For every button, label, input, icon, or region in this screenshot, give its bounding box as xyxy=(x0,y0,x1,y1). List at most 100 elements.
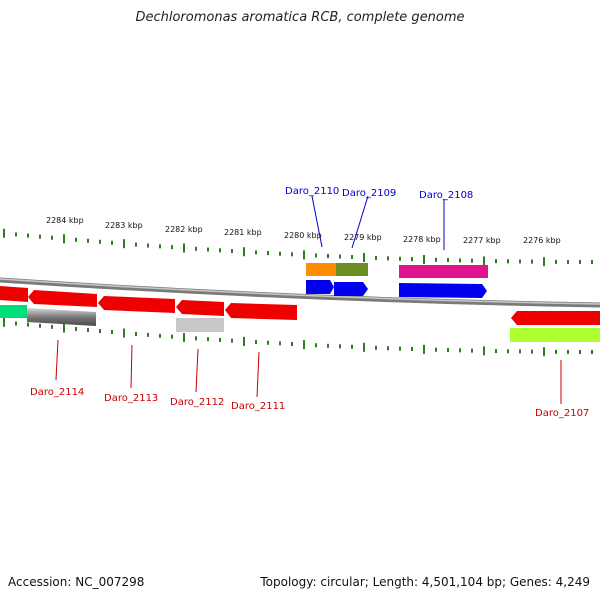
minor-tick xyxy=(231,249,233,254)
minor-tick xyxy=(591,259,593,264)
scale-label: 2284 kbp xyxy=(46,216,84,225)
minor-tick xyxy=(291,342,293,347)
scale-label: 2277 kbp xyxy=(463,236,501,245)
gene-label-daro-2107[interactable]: Daro_2107 xyxy=(535,408,589,419)
minor-tick xyxy=(267,251,269,256)
gene-label-daro-2109[interactable]: Daro_2109 xyxy=(342,188,396,199)
minor-tick xyxy=(519,349,521,354)
gene-label-daro-2114[interactable]: Daro_2114 xyxy=(30,387,84,398)
scale-label: 2282 kbp xyxy=(165,225,203,234)
minor-tick xyxy=(87,238,89,243)
minor-tick xyxy=(399,346,401,351)
minor-tick xyxy=(147,332,149,337)
minor-tick xyxy=(219,248,221,253)
minor-tick xyxy=(387,346,389,351)
minor-tick xyxy=(39,323,41,328)
minor-tick xyxy=(435,257,437,262)
gene-label-daro-2110[interactable]: Daro_2110 xyxy=(285,186,339,197)
gene-arrow-daro-2108[interactable] xyxy=(399,283,487,298)
minor-tick xyxy=(195,246,197,251)
gene-arrow-daro-2107[interactable] xyxy=(511,311,600,325)
callout-line xyxy=(256,351,260,398)
scale-ticks-lower xyxy=(3,317,593,357)
major-tick xyxy=(3,317,5,327)
gene-block-light-gray[interactable] xyxy=(176,318,224,332)
accession-text: Accession: NC_007298 xyxy=(8,575,145,589)
minor-tick xyxy=(315,343,317,348)
minor-tick xyxy=(99,239,101,244)
major-tick xyxy=(243,247,245,257)
gene-arrow-left-edge[interactable] xyxy=(0,286,28,302)
major-tick xyxy=(543,347,545,357)
minor-tick xyxy=(171,334,173,339)
major-tick xyxy=(303,250,305,260)
major-tick xyxy=(63,323,65,333)
callout-line xyxy=(351,195,369,249)
gene-label-daro-2112[interactable]: Daro_2112 xyxy=(170,397,224,408)
minor-tick xyxy=(459,348,461,353)
minor-tick xyxy=(555,349,557,354)
minor-tick xyxy=(447,348,449,353)
minor-tick xyxy=(567,259,569,264)
minor-tick xyxy=(411,347,413,352)
major-tick xyxy=(483,256,485,266)
minor-tick xyxy=(27,233,29,238)
gene-label-daro-2111[interactable]: Daro_2111 xyxy=(231,401,285,412)
gene-block-magenta[interactable] xyxy=(399,265,488,278)
minor-tick xyxy=(327,253,329,258)
gene-arrow-daro-2112[interactable] xyxy=(176,300,224,316)
major-tick xyxy=(63,234,65,244)
gene-arrow-daro-2110[interactable] xyxy=(306,280,334,294)
minor-tick xyxy=(555,259,557,264)
minor-tick xyxy=(279,251,281,256)
minor-tick xyxy=(135,331,137,336)
gene-label-daro-2113[interactable]: Daro_2113 xyxy=(104,393,158,404)
scale-label: 2276 kbp xyxy=(523,236,561,245)
minor-tick xyxy=(495,259,497,264)
minor-tick xyxy=(471,348,473,353)
minor-tick xyxy=(507,349,509,354)
minor-tick xyxy=(27,322,29,327)
callout-line xyxy=(195,348,199,393)
genome-summary-text: Topology: circular; Length: 4,501,104 bp… xyxy=(260,575,590,589)
gene-arrow-daro-2113[interactable] xyxy=(98,296,175,313)
minor-tick xyxy=(195,336,197,341)
gene-block-orange[interactable] xyxy=(306,263,336,276)
gene-arrow-daro-2114[interactable] xyxy=(28,290,97,307)
gene-features-lower xyxy=(0,286,600,342)
gene-label-daro-2108[interactable]: Daro_2108 xyxy=(419,190,473,201)
major-tick xyxy=(483,346,485,356)
minor-tick xyxy=(39,234,41,239)
gene-arrow-daro-2111[interactable] xyxy=(225,303,297,320)
scale-label: 2278 kbp xyxy=(403,235,441,244)
minor-tick xyxy=(399,256,401,261)
minor-tick xyxy=(15,321,17,326)
minor-tick xyxy=(75,327,77,332)
gene-block-lime[interactable] xyxy=(510,328,600,342)
minor-tick xyxy=(411,257,413,262)
scale-ticks-upper xyxy=(3,228,593,267)
minor-tick xyxy=(267,340,269,345)
minor-tick xyxy=(567,349,569,354)
minor-tick xyxy=(279,341,281,346)
scale-label: 2281 kbp xyxy=(224,228,262,237)
major-tick xyxy=(543,257,545,267)
callout-line xyxy=(55,339,59,381)
major-tick xyxy=(303,340,305,350)
minor-tick xyxy=(579,259,581,264)
major-tick xyxy=(363,252,365,262)
minor-tick xyxy=(111,240,113,245)
minor-tick xyxy=(495,349,497,354)
major-tick xyxy=(123,328,125,338)
minor-tick xyxy=(51,324,53,329)
gene-block-olive[interactable] xyxy=(336,263,368,276)
gene-block-gray[interactable] xyxy=(27,308,96,326)
minor-tick xyxy=(471,258,473,263)
gene-block-green[interactable] xyxy=(0,305,27,318)
gene-callout-lines-upper xyxy=(311,195,445,250)
major-tick xyxy=(183,243,185,253)
gene-arrow-daro-2109[interactable] xyxy=(334,282,368,296)
minor-tick xyxy=(447,258,449,263)
